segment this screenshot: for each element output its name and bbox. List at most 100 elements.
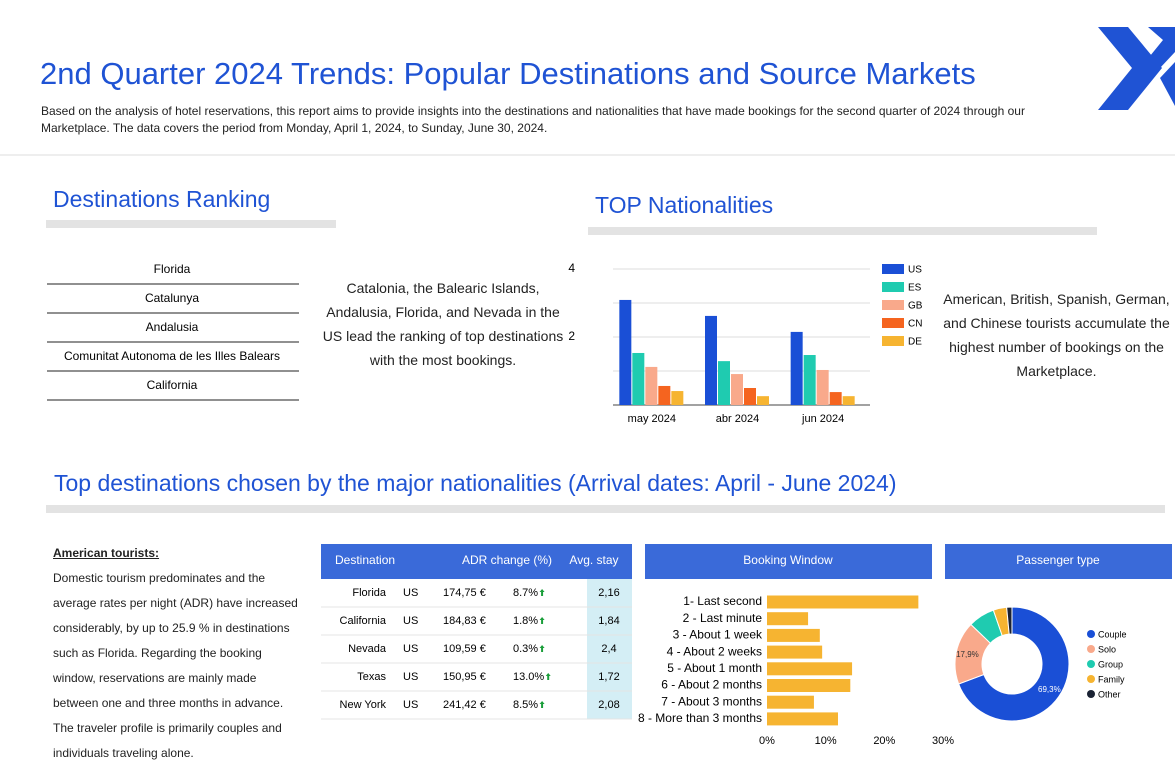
bar — [767, 712, 838, 726]
table-cell: Florida — [352, 587, 387, 599]
chart-title: Passenger type — [1016, 553, 1100, 567]
table-column-header: Destination — [335, 553, 395, 567]
section-bar — [46, 505, 1165, 513]
bar — [619, 299, 632, 405]
chart-header — [645, 544, 932, 579]
legend-swatch — [1087, 660, 1095, 668]
table-cell: US — [403, 671, 418, 683]
legend-label: US — [908, 265, 922, 276]
bar — [718, 361, 730, 405]
x-tick-label: may 2024 — [628, 413, 676, 425]
bar — [671, 391, 684, 405]
table-cell: 1,72 — [598, 671, 619, 683]
y-tick-label: 2 - Last minute — [683, 611, 763, 625]
note-heading: American tourists: — [53, 546, 160, 560]
y-tick-label: 3 - About 1 week — [673, 628, 763, 642]
up-arrow — [539, 645, 545, 652]
bar — [767, 645, 823, 659]
bar — [842, 396, 855, 405]
column-highlight — [587, 579, 632, 719]
summary: Catalonia, the Balearic Islands, Andalus… — [322, 280, 564, 368]
legend-swatch — [882, 318, 904, 328]
y-tick-label: 6 - About 2 months — [661, 678, 762, 692]
legend-swatch — [1087, 630, 1095, 638]
table-cell: US — [403, 587, 418, 599]
y-tick-label: 4 - About 2 weeks — [667, 644, 762, 658]
bar — [767, 695, 814, 709]
chart-title: Booking Window — [743, 553, 833, 567]
up-arrow — [539, 701, 545, 708]
bar — [803, 355, 816, 405]
table-cell: 2,4 — [601, 643, 616, 655]
table-cell: Texas — [357, 671, 386, 683]
legend-swatch — [1087, 675, 1095, 683]
bar — [767, 628, 820, 642]
table-cell: 13.0% — [513, 671, 544, 683]
y-tick-label: 4 — [568, 261, 575, 275]
legend-swatch — [882, 282, 904, 292]
table-cell: 184,83 € — [443, 615, 486, 627]
table-header — [321, 544, 632, 579]
legend-label: GB — [908, 301, 923, 312]
section-title: Top destinations chosen by the major nat… — [54, 470, 897, 496]
legend-swatch — [1087, 690, 1095, 698]
x-tick-label: 20% — [873, 735, 895, 747]
table-cell: 2,16 — [598, 587, 619, 599]
logo — [1160, 62, 1175, 106]
x-tick-label: 30% — [932, 735, 954, 747]
table-cell: 8.7% — [513, 587, 538, 599]
legend-label: Other — [1098, 689, 1121, 699]
bar — [658, 385, 671, 405]
logo — [1098, 27, 1162, 110]
up-arrow — [545, 673, 551, 680]
table-cell: US — [403, 643, 418, 655]
legend-label: Solo — [1098, 644, 1116, 654]
x-tick-label: 0% — [759, 735, 775, 747]
y-tick-label: 5 - About 1 month — [667, 661, 762, 675]
section-bar — [46, 220, 336, 228]
table-cell: US — [403, 615, 418, 627]
table-cell: 2,08 — [598, 699, 619, 711]
table-cell: 0.3% — [513, 643, 538, 655]
bar — [767, 679, 851, 692]
table-column-header: Avg. stay — [569, 553, 618, 567]
ranking-item: Catalunya — [145, 291, 199, 305]
y-tick-label: 8 - More than 3 months — [638, 711, 762, 725]
ranking-item: Andalusia — [146, 320, 199, 334]
legend-label: ES — [908, 283, 922, 294]
up-arrow — [539, 617, 545, 624]
bar — [731, 374, 743, 405]
up-arrow — [539, 589, 545, 596]
bar — [767, 612, 809, 626]
table-cell: 241,42 € — [443, 699, 486, 711]
bar — [744, 388, 756, 405]
bar — [767, 595, 919, 609]
donut-slice — [957, 606, 1070, 722]
report-description: Based on the analysis of hotel reservati… — [41, 104, 1025, 135]
table-cell: 8.5% — [513, 699, 538, 711]
table-cell: Nevada — [348, 643, 387, 655]
value-label: 69,3% — [1038, 685, 1061, 694]
summary: American, British, Spanish, German, and … — [943, 291, 1170, 379]
bar — [829, 392, 842, 405]
legend-label: Couple — [1098, 629, 1127, 639]
legend-label: Family — [1098, 674, 1125, 684]
table-cell: California — [340, 615, 387, 627]
table-cell: US — [403, 699, 418, 711]
table-cell: New York — [340, 699, 387, 711]
legend-label: CN — [908, 319, 922, 330]
y-tick-label: 2 — [568, 329, 575, 343]
legend-label: Group — [1098, 659, 1123, 669]
legend-swatch — [882, 336, 904, 346]
table-column-header: ADR change (%) — [462, 553, 552, 567]
legend-swatch — [1087, 645, 1095, 653]
bar — [645, 366, 658, 405]
ranking-item: California — [147, 378, 198, 392]
bar — [632, 352, 645, 405]
bar — [816, 369, 829, 405]
bar — [757, 396, 769, 405]
chart-header — [945, 544, 1172, 579]
bar — [705, 315, 717, 405]
